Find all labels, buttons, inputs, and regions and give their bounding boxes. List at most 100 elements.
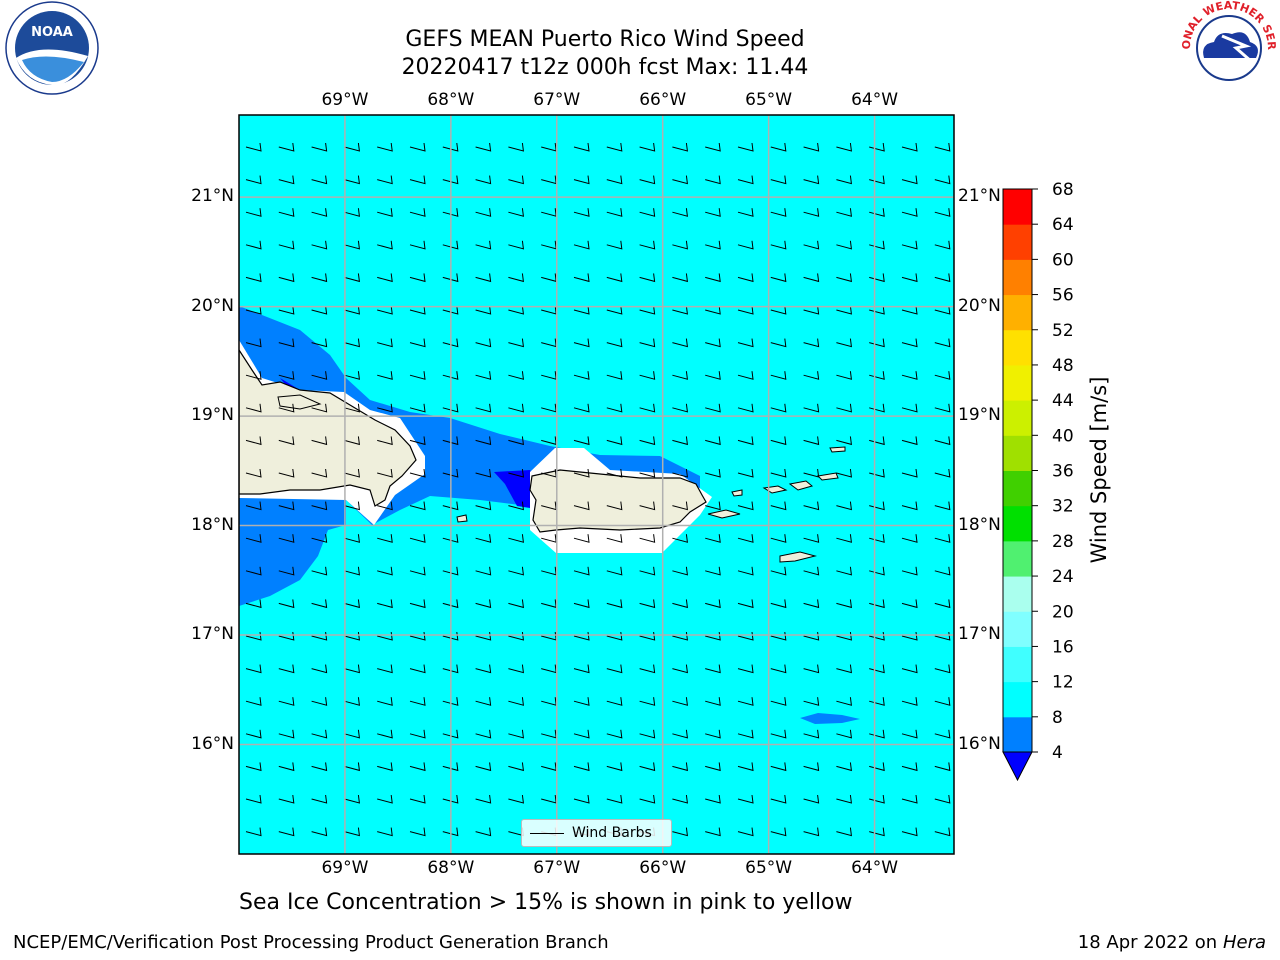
wind-barb bbox=[672, 827, 688, 837]
land-gonave-island bbox=[277, 394, 322, 410]
footer-date: 18 Apr 2022 on Hera bbox=[1078, 932, 1266, 953]
wind-barb bbox=[442, 240, 459, 250]
noaa-logo-text: NOAA bbox=[31, 25, 73, 40]
y-tick-left-label: 20°N bbox=[191, 295, 234, 316]
wind-barb bbox=[409, 827, 426, 837]
wind-barb bbox=[245, 208, 262, 217]
wind-barb bbox=[770, 305, 787, 315]
wind-barb bbox=[475, 566, 492, 576]
wind-barb bbox=[803, 240, 820, 250]
wind-barb bbox=[705, 664, 721, 674]
x-tick-bottom-label: 69°W bbox=[321, 858, 369, 878]
wind-barb bbox=[737, 697, 754, 706]
colorbar-segment bbox=[1003, 435, 1032, 471]
wind-barb bbox=[705, 208, 721, 217]
x-tick-bottom-label: 65°W bbox=[745, 858, 793, 878]
colorbar-label: Wind Speed [m/s] bbox=[1087, 377, 1111, 564]
colorbar-tick-label: 16 bbox=[1052, 637, 1074, 657]
y-tick-left-label: 17°N bbox=[191, 624, 234, 645]
colorbar-tick-label: 12 bbox=[1052, 673, 1074, 693]
wind-barb bbox=[639, 762, 656, 772]
wind-barb bbox=[672, 697, 688, 706]
wind-barb bbox=[475, 371, 492, 380]
wind-barb bbox=[672, 338, 688, 348]
y-tick-left-label: 18°N bbox=[191, 514, 234, 535]
chart-subtitle: 20220417 t12z 000h fcst Max: 11.44 bbox=[401, 55, 809, 80]
colorbar-segment bbox=[1003, 611, 1032, 647]
wind-barb bbox=[803, 599, 820, 609]
wind-barb bbox=[836, 697, 852, 706]
wind-barb bbox=[409, 208, 426, 217]
wind-barb bbox=[442, 827, 459, 837]
wind-barb bbox=[672, 534, 688, 543]
wind-barb bbox=[934, 599, 951, 609]
wind-barb bbox=[901, 403, 918, 413]
wind-barb bbox=[409, 403, 426, 413]
wind-barb bbox=[442, 599, 459, 609]
wind-barb bbox=[803, 729, 820, 739]
wind-barb bbox=[409, 599, 426, 609]
wind-barb bbox=[803, 305, 820, 315]
wind-barb bbox=[344, 697, 360, 706]
colorbar-segment bbox=[1003, 400, 1032, 436]
wind-barb bbox=[278, 305, 295, 315]
wind-barb bbox=[672, 403, 688, 413]
wind-barb bbox=[770, 436, 787, 446]
wind-barb bbox=[344, 534, 360, 543]
wind-barb bbox=[245, 403, 262, 413]
colorbar-segment bbox=[1003, 224, 1032, 260]
wind-barb bbox=[639, 142, 656, 152]
wind-barb bbox=[770, 240, 787, 250]
wind-barb bbox=[508, 501, 524, 511]
wind-barb bbox=[344, 403, 360, 413]
wind-barb bbox=[672, 794, 688, 804]
wind-barb bbox=[475, 599, 492, 609]
wind-barb bbox=[737, 729, 754, 739]
colorbar-tick-label: 28 bbox=[1052, 532, 1074, 552]
wind-barb bbox=[737, 664, 754, 674]
wind-barb bbox=[245, 697, 262, 706]
wind-barb bbox=[934, 501, 951, 511]
wind-barb bbox=[803, 566, 820, 576]
wind-barb bbox=[442, 664, 459, 674]
wind-barb bbox=[672, 273, 688, 283]
y-tick-left-label: 19°N bbox=[191, 405, 234, 426]
wind-barb bbox=[737, 305, 754, 315]
wind-barb bbox=[475, 338, 492, 348]
wind-barb bbox=[475, 208, 492, 217]
y-tick-right-label: 18°N bbox=[958, 514, 1001, 535]
wind-barb bbox=[573, 371, 590, 380]
wind-barb bbox=[901, 175, 918, 185]
wind-barb bbox=[573, 501, 590, 511]
y-tick-left-label: 21°N bbox=[191, 186, 234, 207]
wind-barb bbox=[836, 664, 852, 674]
wind-barb bbox=[508, 142, 524, 152]
wind-barb bbox=[737, 240, 754, 250]
wind-barb bbox=[344, 664, 360, 674]
wind-barb bbox=[573, 436, 590, 446]
colorbar-segment bbox=[1003, 364, 1032, 401]
footer-credit: NCEP/EMC/Verification Post Processing Pr… bbox=[13, 932, 609, 953]
wind-barb bbox=[901, 436, 918, 446]
wind-barb bbox=[639, 403, 656, 413]
wind-barb bbox=[639, 273, 656, 283]
x-tick-top-label: 66°W bbox=[639, 90, 687, 110]
wind-barb bbox=[639, 371, 656, 380]
wind-barb bbox=[278, 729, 295, 739]
wind-barb bbox=[672, 762, 688, 772]
wind-barb bbox=[245, 142, 262, 152]
wind-barb bbox=[672, 468, 688, 478]
wind-barb bbox=[278, 371, 295, 380]
wind-barb bbox=[901, 468, 918, 478]
wind-barb bbox=[377, 599, 393, 609]
wind-barb bbox=[278, 762, 295, 772]
wind-barb bbox=[934, 208, 951, 217]
wind-barb bbox=[606, 534, 623, 543]
wind-barb bbox=[409, 305, 426, 315]
x-tick-top-label: 65°W bbox=[745, 90, 793, 110]
wind-barb bbox=[245, 501, 262, 511]
wind-barb bbox=[639, 794, 656, 804]
wind-barb bbox=[311, 566, 328, 576]
y-tick-right-label: 20°N bbox=[958, 295, 1001, 316]
